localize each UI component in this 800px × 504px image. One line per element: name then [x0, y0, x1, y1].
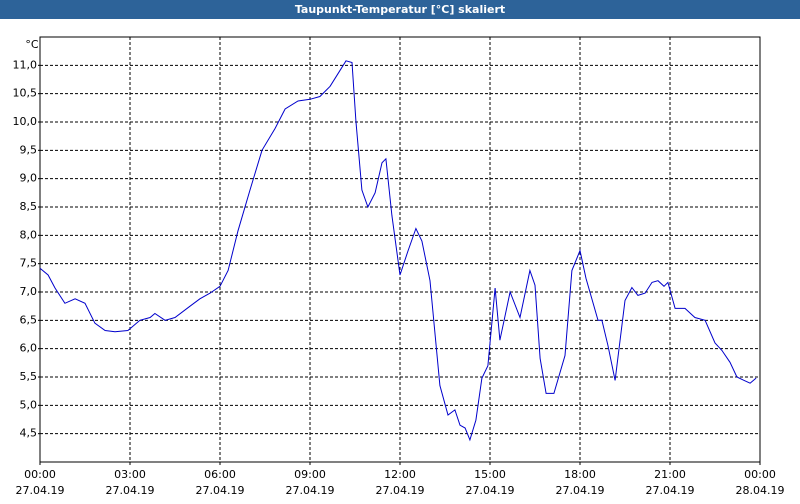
y-tick-label: 6,0 — [20, 342, 38, 355]
x-tick-date: 28.04.19 — [736, 484, 785, 497]
x-tick-label: 03:00 — [114, 468, 146, 481]
x-tick-date: 27.04.19 — [466, 484, 515, 497]
y-tick-label: 10,0 — [13, 115, 38, 128]
x-tick-date: 27.04.19 — [16, 484, 65, 497]
x-tick-date: 27.04.19 — [196, 484, 245, 497]
x-tick-label: 09:00 — [294, 468, 326, 481]
x-tick-label: 18:00 — [564, 468, 596, 481]
y-tick-label: 10,5 — [13, 87, 38, 100]
x-tick-date: 27.04.19 — [646, 484, 695, 497]
x-tick-date: 27.04.19 — [556, 484, 605, 497]
y-tick-label: 9,0 — [20, 172, 38, 185]
y-tick-label: 9,5 — [20, 143, 38, 156]
x-tick-label: 00:00 — [744, 468, 776, 481]
y-tick-label: 8,5 — [20, 200, 38, 213]
y-tick-label: 11,0 — [13, 58, 38, 71]
x-tick-date: 27.04.19 — [106, 484, 155, 497]
title-bar — [0, 0, 800, 19]
y-tick-label: 7,5 — [20, 257, 38, 270]
y-unit: °C — [25, 38, 39, 51]
x-tick-label: 21:00 — [654, 468, 686, 481]
y-tick-label: 8,0 — [20, 228, 38, 241]
x-tick-date: 27.04.19 — [376, 484, 425, 497]
data-line — [39, 60, 757, 442]
x-tick-date: 27.04.19 — [286, 484, 335, 497]
y-tick-label: 6,5 — [20, 313, 38, 326]
y-tick-label: 7,0 — [20, 285, 38, 298]
chart-title: Taupunkt-Temperatur [°C] skaliert — [295, 3, 505, 16]
y-tick-label: 5,0 — [20, 398, 38, 411]
x-tick-label: 06:00 — [204, 468, 236, 481]
y-tick-label: 5,5 — [20, 370, 38, 383]
x-tick-label: 12:00 — [384, 468, 416, 481]
x-tick-label: 00:00 — [24, 468, 56, 481]
x-tick-label: 15:00 — [474, 468, 506, 481]
y-tick-label: 4,5 — [20, 427, 38, 440]
